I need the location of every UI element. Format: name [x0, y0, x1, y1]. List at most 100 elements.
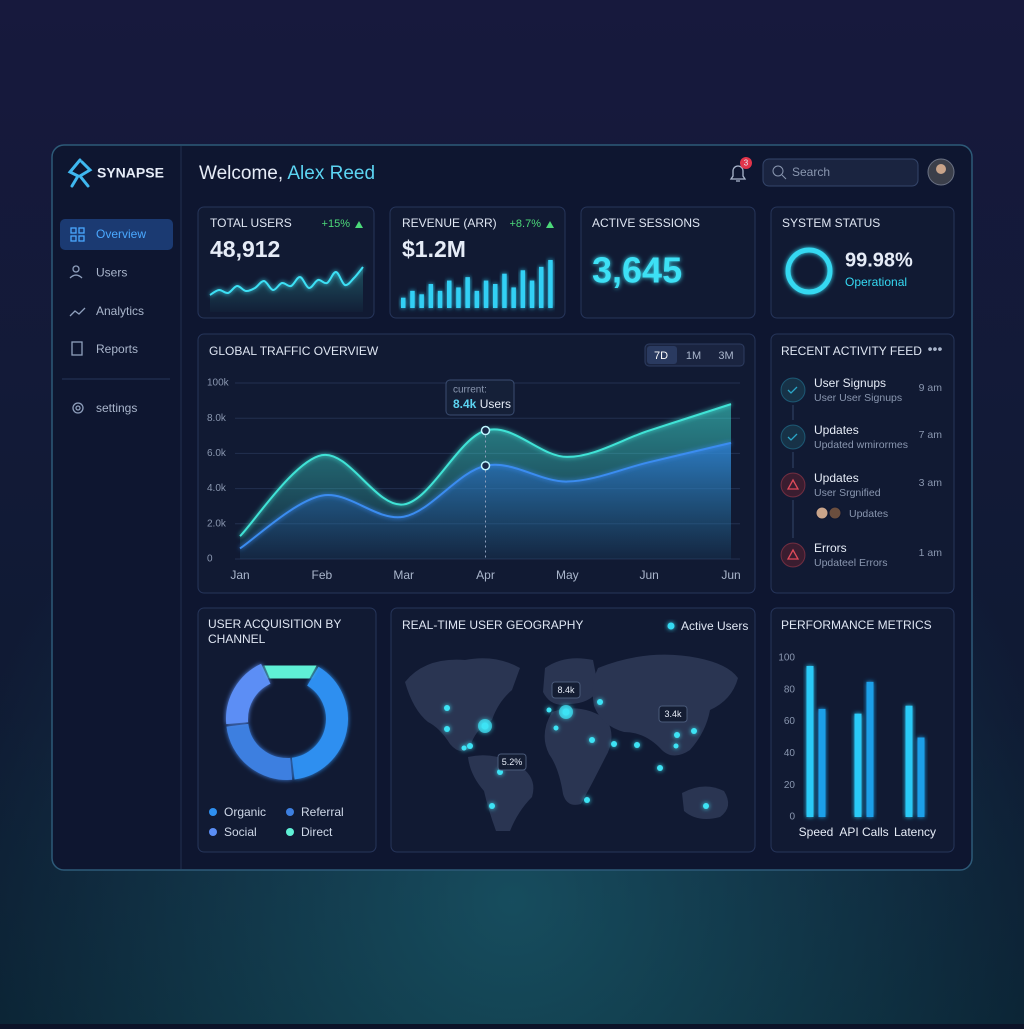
trend-bar	[428, 284, 434, 308]
activity-note: Updates	[849, 508, 888, 520]
x-tick-label: Mar	[393, 568, 414, 582]
bar	[866, 681, 874, 817]
activity-detail: User Srgnified	[814, 487, 881, 499]
trend-bar	[539, 266, 544, 308]
legend-dot	[209, 808, 217, 816]
trend-area	[210, 267, 363, 312]
logo-icon	[67, 158, 93, 188]
nav-item[interactable]: Overview	[96, 227, 146, 241]
mini-avatar	[815, 506, 829, 520]
activity-title: Updates	[814, 423, 859, 437]
activity-time: 7 am	[919, 429, 943, 441]
greeting: Welcome, Alex Reed	[199, 163, 375, 184]
y-tick-label: 100k	[207, 378, 230, 389]
tooltip-unit: Users	[480, 397, 511, 411]
activity-time: 9 am	[919, 382, 943, 394]
activity-glyph	[786, 548, 800, 560]
kpi-change: +8.7%	[510, 218, 542, 230]
trend-bar	[465, 277, 470, 308]
card-title: GLOBAL TRAFFIC OVERVIEW	[209, 344, 379, 358]
trend-bar	[456, 287, 461, 308]
search-icon	[781, 174, 787, 180]
activity-glyph	[786, 478, 800, 490]
card	[197, 607, 377, 853]
nav-item[interactable]: settings	[96, 401, 137, 415]
bar	[806, 665, 814, 817]
tooltip-value: 8.4k Users	[453, 397, 511, 411]
x-tick-label: Latency	[894, 825, 936, 839]
trend-bar	[437, 290, 443, 308]
map-label: 8.4k	[557, 685, 575, 695]
trend-bar	[401, 297, 406, 308]
tooltip	[445, 379, 515, 416]
trend-bar	[410, 290, 415, 308]
trend-bar	[502, 273, 507, 308]
trend-line	[209, 266, 364, 296]
activity-icon	[780, 542, 806, 568]
legend-label: Social	[224, 825, 257, 839]
legend-dot	[286, 828, 294, 836]
trend-bar	[520, 270, 526, 308]
nav-item[interactable]: Analytics	[96, 304, 144, 318]
bell-icon[interactable]	[729, 165, 747, 182]
x-tick-label: Jan	[230, 568, 249, 582]
card-title: USER ACQUISITION BY CHANNEL	[208, 617, 342, 646]
tooltip-number: 8.4k	[453, 397, 477, 411]
card-title: RECENT ACTIVITY FEED	[781, 344, 922, 358]
more-menu[interactable]: •••	[928, 341, 943, 357]
kpi-change: +15%	[322, 218, 351, 230]
y-tick-label: 0	[207, 554, 213, 565]
activity-detail: Updateel Errors	[814, 557, 888, 569]
legend-label: Direct	[301, 825, 333, 839]
status-value: 99.98%	[845, 249, 913, 271]
range-option[interactable]: 1M	[686, 350, 701, 362]
trend-bar	[529, 280, 535, 308]
activity-time: 3 am	[919, 477, 943, 489]
title-box: USER ACQUISITION BY CHANNEL	[208, 617, 342, 646]
x-tick-label: API Calls	[839, 825, 888, 839]
legend-label: Organic	[224, 805, 266, 819]
range-option[interactable]: 7D	[654, 350, 668, 362]
search-box[interactable]	[762, 158, 919, 187]
range-option[interactable]: 3M	[718, 350, 733, 362]
y-tick-label: 8.0k	[207, 413, 227, 424]
kpi-value: 48,912	[210, 236, 280, 262]
x-tick-label: Jun	[721, 568, 740, 582]
activity-detail: Updated wmirormes	[814, 439, 908, 451]
legend-dot	[286, 808, 294, 816]
y-tick-label: 2.0k	[207, 518, 227, 529]
badge-count: 3	[744, 159, 749, 168]
status-ring	[785, 247, 833, 295]
donut-segment	[226, 663, 271, 725]
activity-title: Updates	[814, 471, 859, 485]
legend-label: Referral	[301, 805, 344, 819]
x-tick-label: Speed	[799, 825, 834, 839]
nav-item[interactable]: Reports	[96, 342, 138, 356]
donut-segment	[263, 658, 317, 686]
activity-icon	[780, 472, 806, 498]
activity-detail: User User Signups	[814, 392, 902, 404]
y-tick-label: 4.0k	[207, 483, 227, 494]
bar	[854, 713, 862, 817]
x-tick-label: Apr	[476, 568, 495, 582]
trend-bar	[419, 294, 424, 308]
donut-segment	[226, 723, 293, 780]
nav-icons	[69, 227, 86, 414]
nav-item[interactable]: Users	[96, 265, 127, 279]
line	[239, 403, 732, 537]
user-dots	[444, 699, 709, 809]
activity-glyph	[787, 433, 798, 441]
world-map	[405, 654, 738, 831]
kpi-value: $1.2M	[402, 236, 466, 262]
y-tick-label: 80	[784, 684, 796, 695]
bar	[905, 705, 913, 817]
trend-bar	[447, 280, 452, 308]
bar	[818, 708, 826, 817]
hover-point	[480, 425, 491, 436]
y-tick-label: 6.0k	[207, 448, 227, 459]
hover-point	[480, 460, 491, 471]
status-state: Operational	[845, 275, 907, 289]
greeting-text: Welcome,	[199, 163, 283, 184]
